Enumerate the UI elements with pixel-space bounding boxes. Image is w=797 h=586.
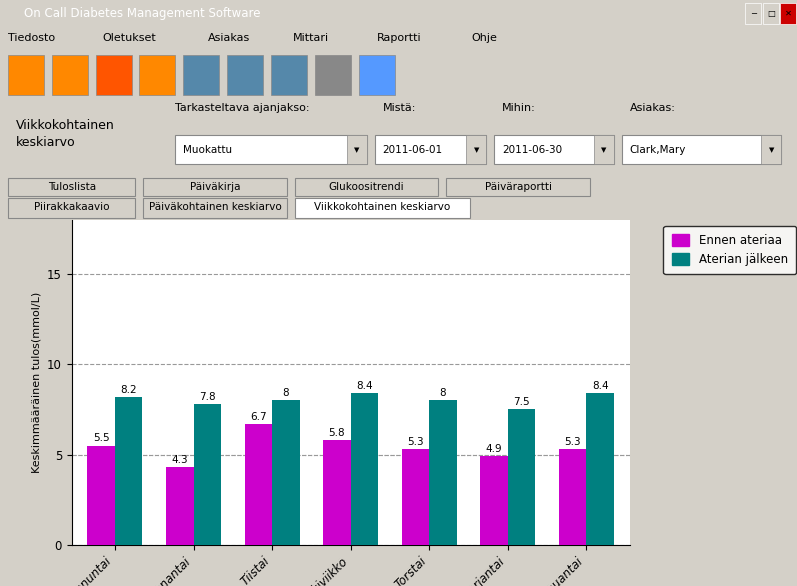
Text: 7.5: 7.5 xyxy=(513,397,530,407)
Bar xyxy=(295,198,470,217)
Text: ▼: ▼ xyxy=(769,147,774,153)
Text: ✕: ✕ xyxy=(785,9,791,18)
Text: Mittari: Mittari xyxy=(292,33,328,43)
Text: 2011-06-30: 2011-06-30 xyxy=(502,145,562,155)
Bar xyxy=(375,135,486,164)
Bar xyxy=(96,55,132,94)
Bar xyxy=(8,55,44,94)
Text: Raportti: Raportti xyxy=(377,33,422,43)
Text: Tarkasteltava ajanjakso:: Tarkasteltava ajanjakso: xyxy=(175,103,310,114)
Bar xyxy=(481,456,508,545)
Text: 8: 8 xyxy=(283,389,289,398)
Text: 4.9: 4.9 xyxy=(485,444,502,454)
Bar xyxy=(271,55,307,94)
Text: Asiakas:: Asiakas: xyxy=(630,103,676,114)
Text: 8.4: 8.4 xyxy=(592,381,608,391)
Text: Päiväkirja: Päiväkirja xyxy=(190,182,241,192)
Text: ▼: ▼ xyxy=(474,147,479,153)
Text: Mistä:: Mistä: xyxy=(383,103,416,114)
Text: Oletukset: Oletukset xyxy=(103,33,156,43)
Text: 2011-06-01: 2011-06-01 xyxy=(383,145,442,155)
Text: 5.8: 5.8 xyxy=(328,428,345,438)
Bar xyxy=(143,198,287,217)
Bar xyxy=(780,2,796,23)
Text: Asiakas: Asiakas xyxy=(208,33,250,43)
Bar xyxy=(245,424,272,545)
Text: ▼: ▼ xyxy=(602,147,607,153)
Text: 8: 8 xyxy=(440,389,446,398)
Text: Ohje: Ohje xyxy=(472,33,497,43)
Bar xyxy=(351,393,379,545)
Text: Piirakkakaavio: Piirakkakaavio xyxy=(34,202,109,213)
Y-axis label: Keskimmääräinen tulos(mmol/L): Keskimmääräinen tulos(mmol/L) xyxy=(32,292,41,473)
Bar xyxy=(183,55,219,94)
Bar xyxy=(761,135,781,164)
Bar xyxy=(88,445,115,545)
Text: □: □ xyxy=(767,9,775,18)
Bar xyxy=(347,135,367,164)
Text: Mihin:: Mihin: xyxy=(502,103,536,114)
Text: 8.2: 8.2 xyxy=(120,384,137,394)
Bar xyxy=(52,55,88,94)
Text: Päiväraportti: Päiväraportti xyxy=(485,182,552,192)
Bar xyxy=(359,55,395,94)
Bar xyxy=(402,449,430,545)
Bar xyxy=(8,198,135,217)
Bar xyxy=(587,393,614,545)
Bar xyxy=(430,400,457,545)
Text: 5.5: 5.5 xyxy=(93,434,109,444)
Text: ▼: ▼ xyxy=(355,147,359,153)
Bar xyxy=(8,178,135,196)
Text: Tiedosto: Tiedosto xyxy=(8,33,55,43)
Bar xyxy=(115,397,143,545)
Bar xyxy=(559,449,587,545)
Text: Glukoositrendi: Glukoositrendi xyxy=(329,182,404,192)
Text: ─: ─ xyxy=(751,9,756,18)
Text: On Call Diabetes Management Software: On Call Diabetes Management Software xyxy=(24,6,261,20)
Text: 5.3: 5.3 xyxy=(407,437,424,447)
Bar xyxy=(139,55,175,94)
Bar xyxy=(323,440,351,545)
Bar xyxy=(745,2,761,23)
Bar xyxy=(508,410,536,545)
Bar xyxy=(494,135,614,164)
Bar xyxy=(272,400,300,545)
Text: Viikkokohtainen
keskiarvo: Viikkokohtainen keskiarvo xyxy=(16,118,115,149)
Text: 6.7: 6.7 xyxy=(250,412,267,422)
Bar xyxy=(166,467,194,545)
Text: Viikkokohtainen keskiarvo: Viikkokohtainen keskiarvo xyxy=(315,202,450,213)
Bar xyxy=(594,135,614,164)
Bar xyxy=(315,55,351,94)
Text: Tuloslista: Tuloslista xyxy=(48,182,96,192)
Legend: Ennen ateriaa, Aterian jälkeen: Ennen ateriaa, Aterian jälkeen xyxy=(663,226,796,274)
Bar xyxy=(175,135,367,164)
Text: Muokattu: Muokattu xyxy=(183,145,233,155)
Bar xyxy=(295,178,438,196)
Text: 8.4: 8.4 xyxy=(356,381,373,391)
Bar xyxy=(227,55,263,94)
Text: 7.8: 7.8 xyxy=(199,392,216,402)
Bar xyxy=(622,135,781,164)
Bar xyxy=(466,135,486,164)
Text: Clark,Mary: Clark,Mary xyxy=(630,145,686,155)
Bar xyxy=(763,2,779,23)
Bar xyxy=(194,404,221,545)
Text: Päiväkohtainen keskiarvo: Päiväkohtainen keskiarvo xyxy=(149,202,281,213)
Text: 5.3: 5.3 xyxy=(564,437,581,447)
Bar xyxy=(446,178,590,196)
Bar xyxy=(143,178,287,196)
Text: 4.3: 4.3 xyxy=(171,455,188,465)
